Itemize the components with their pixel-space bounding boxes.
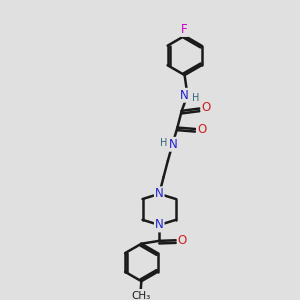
Text: CH₃: CH₃ bbox=[131, 291, 150, 300]
Text: O: O bbox=[197, 123, 206, 136]
Text: N: N bbox=[155, 218, 164, 232]
Text: O: O bbox=[201, 101, 211, 114]
Text: F: F bbox=[181, 23, 188, 36]
Text: H: H bbox=[160, 138, 167, 148]
Text: N: N bbox=[169, 138, 177, 151]
Text: N: N bbox=[155, 188, 164, 200]
Text: N: N bbox=[180, 89, 189, 102]
Text: O: O bbox=[178, 234, 187, 247]
Text: H: H bbox=[192, 93, 200, 103]
